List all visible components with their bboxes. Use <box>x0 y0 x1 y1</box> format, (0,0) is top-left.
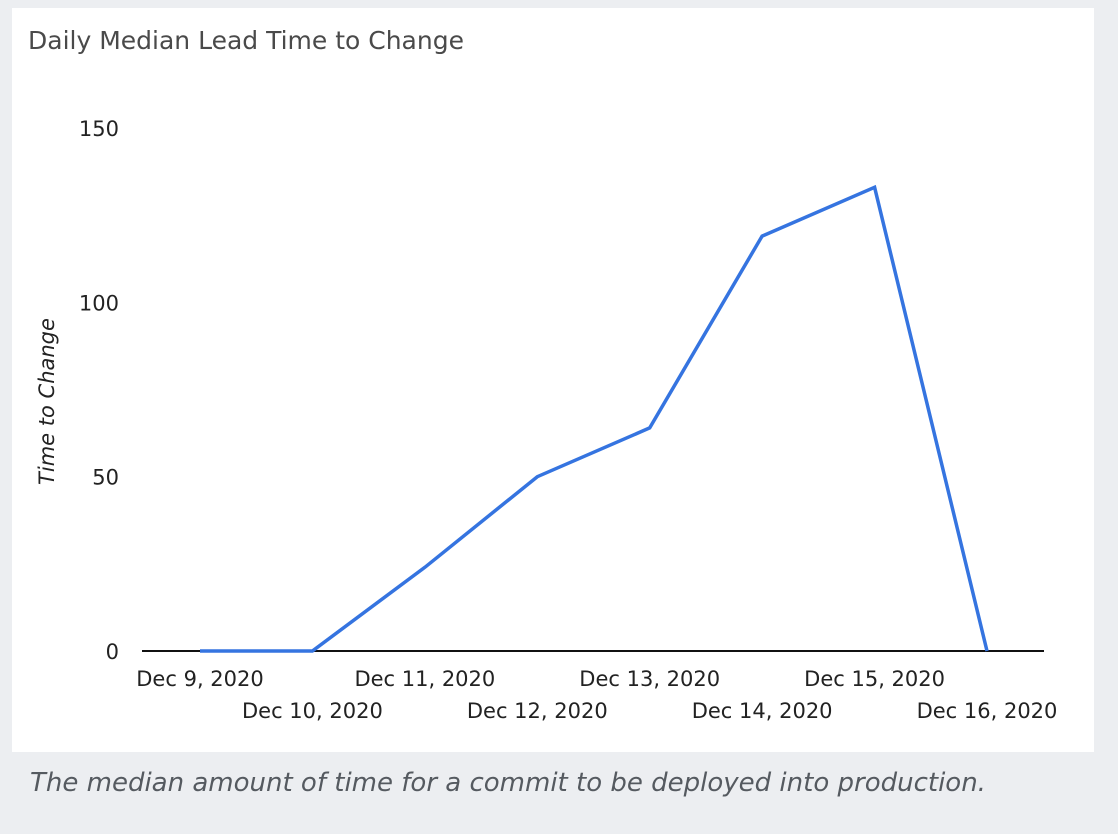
y-tick-label: 150 <box>79 117 119 141</box>
y-axis-ticks: 0 50 100 150 <box>79 117 119 664</box>
series-line <box>200 184 989 653</box>
x-tick-label: Dec 16, 2020 <box>917 699 1058 723</box>
y-tick-label: 0 <box>106 640 119 664</box>
x-tick-label: Dec 14, 2020 <box>692 699 833 723</box>
x-tick-label: Dec 10, 2020 <box>242 699 383 723</box>
x-tick-label: Dec 11, 2020 <box>354 667 495 691</box>
x-tick-label: Dec 13, 2020 <box>579 667 720 691</box>
data-points <box>198 185 989 653</box>
y-tick-label: 50 <box>92 466 119 490</box>
chart-card: Daily Median Lead Time to Change 0 50 100 1… <box>12 8 1094 752</box>
x-axis-ticks: Dec 9, 2020 Dec 10, 2020 Dec 11, 2020 Dec 1… <box>136 667 1057 723</box>
y-axis-title: Time to Change <box>35 318 59 485</box>
chart-caption: The median amount of time for a commit t… <box>30 768 986 798</box>
chart-title: Daily Median Lead Time to Change <box>28 26 464 55</box>
y-tick-label: 100 <box>79 291 119 315</box>
x-tick-label: Dec 9, 2020 <box>136 667 263 691</box>
x-tick-label: Dec 15, 2020 <box>804 667 945 691</box>
x-tick-label: Dec 12, 2020 <box>467 699 608 723</box>
